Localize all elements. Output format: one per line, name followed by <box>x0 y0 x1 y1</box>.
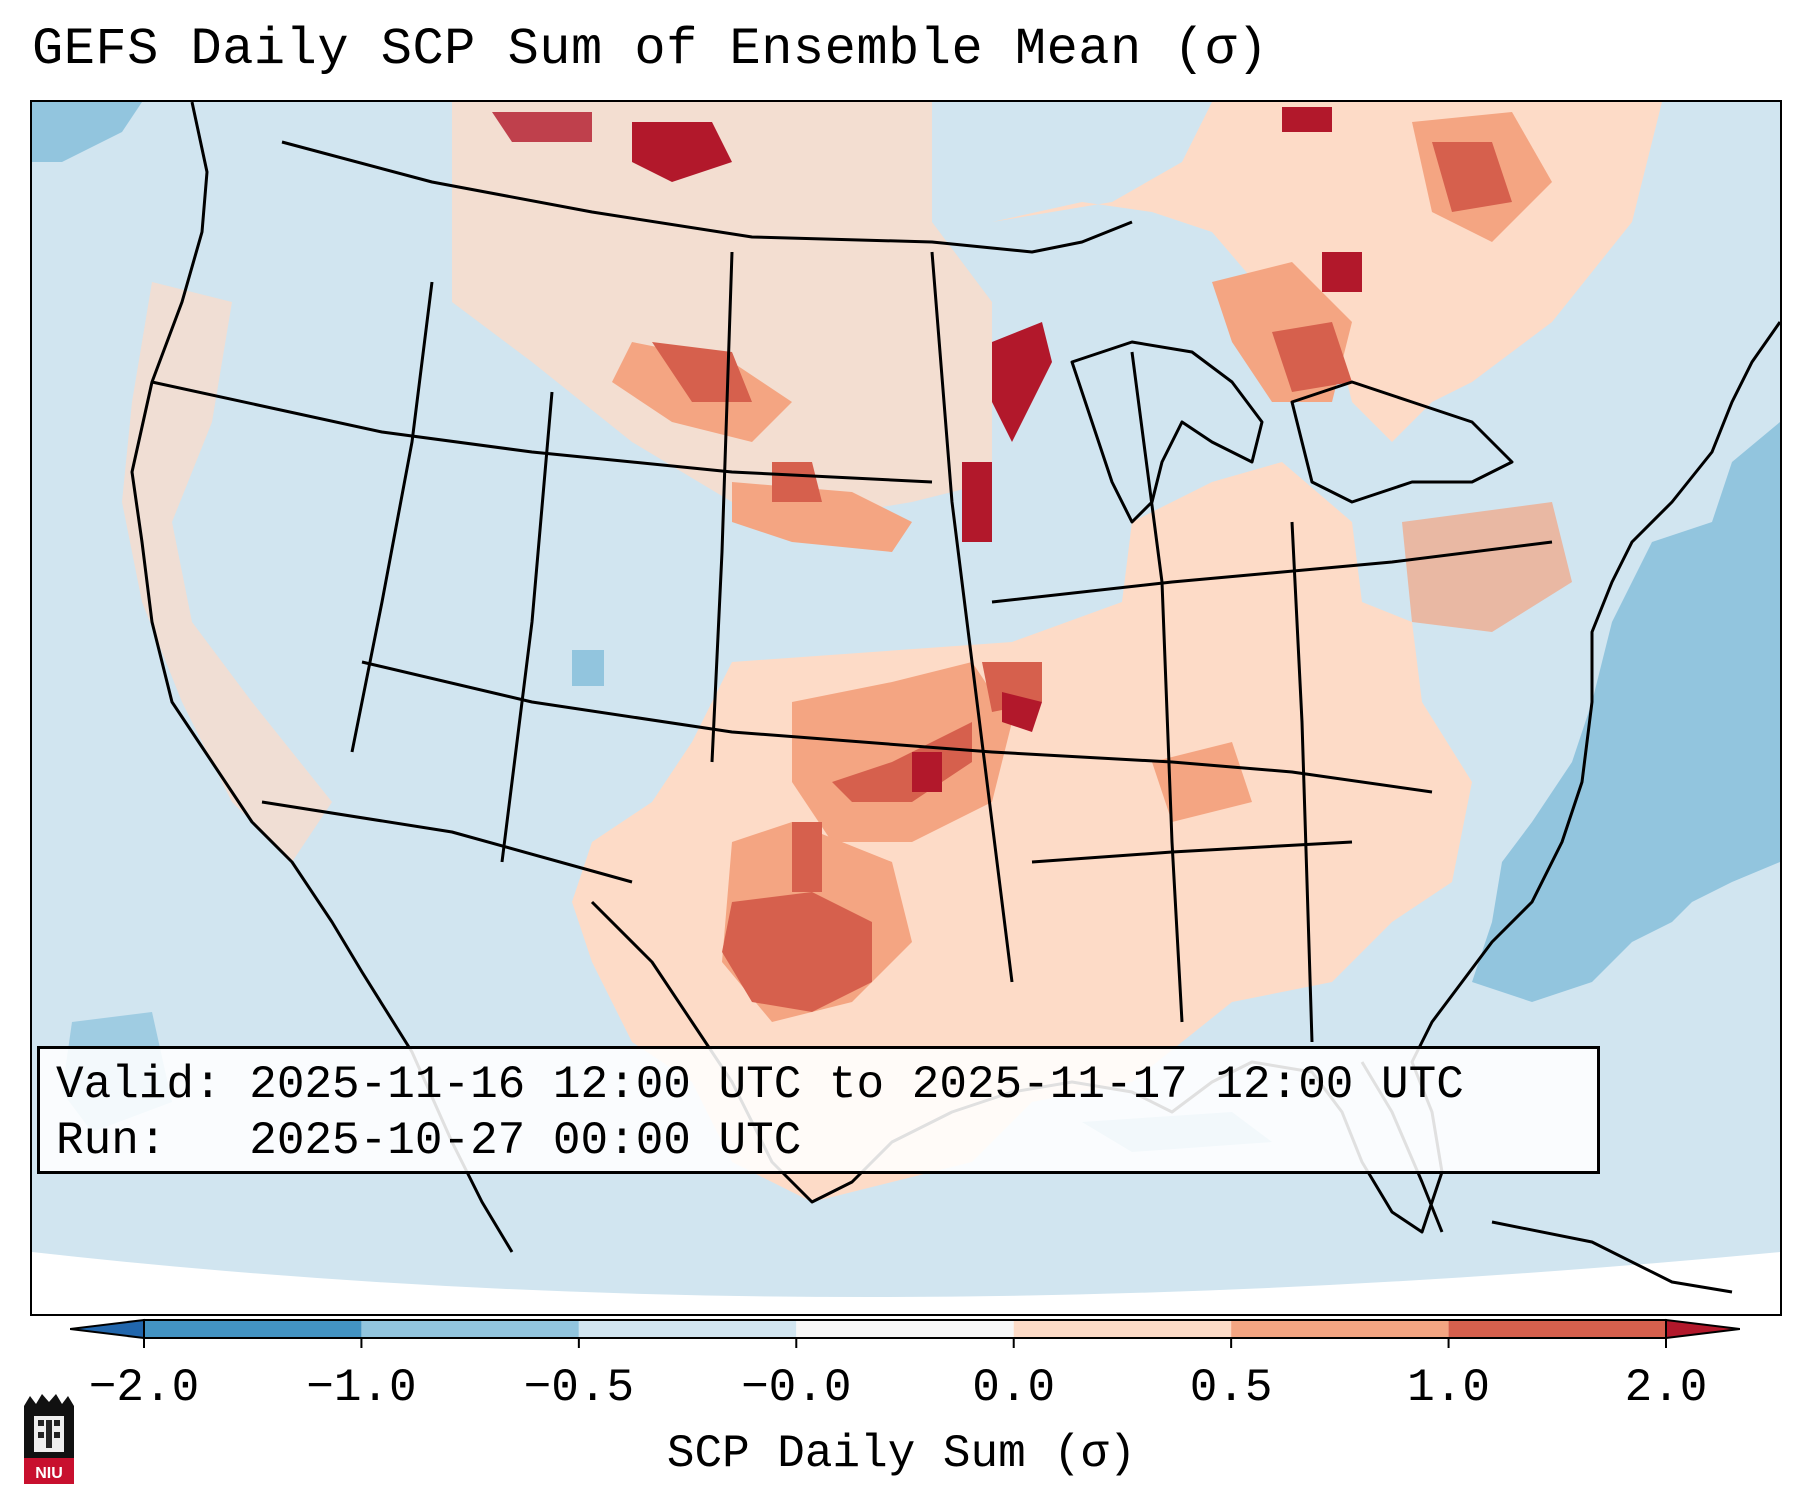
missouri-extreme-positive <box>1002 692 1042 732</box>
colorbar-bin <box>796 1320 1014 1338</box>
iowa-ohio-border <box>991 540 1553 604</box>
texas-panhandle-strong-positive <box>722 892 872 1012</box>
midwest-border <box>1130 351 1184 1023</box>
plains-border-east <box>930 251 1014 983</box>
colorbar-tick-label: 1.0 <box>1407 1362 1490 1414</box>
west-coast-light-positive <box>122 282 332 862</box>
colorbar-tick-label: 0.5 <box>1189 1362 1273 1414</box>
bc-extreme-positive <box>492 112 592 142</box>
pennsylvania-medium-positive <box>1402 502 1572 632</box>
colorbar-tick-label: −0.5 <box>523 1362 635 1414</box>
colorbar-label: SCP Daily Sum (σ) <box>666 1428 1137 1480</box>
colorbar-tick-label: −1.0 <box>306 1362 417 1414</box>
northern-border-line <box>151 380 933 484</box>
colorbar-bin <box>1448 1320 1666 1338</box>
map-title: GEFS Daily SCP Sum of Ensemble Mean (σ) <box>32 20 1269 79</box>
colorado-negative-cell <box>572 650 604 686</box>
atlantic-negative-region <box>1472 422 1780 1002</box>
colorbar-bin <box>1231 1320 1449 1338</box>
southwest-border <box>261 800 633 884</box>
colorbar-tick-labels: −2.0 −1.0 −0.5 −0.0 0.0 0.5 1.0 2.0 <box>0 1360 1803 1420</box>
logo-windows <box>38 1420 60 1448</box>
alberta-extreme-positive <box>632 122 732 182</box>
hudson-extreme-positive <box>1282 107 1332 132</box>
colorbar-tick-label: −2.0 <box>88 1362 200 1414</box>
pacific-nw-negative-region <box>32 102 142 162</box>
colorbar-tick-label: −0.0 <box>741 1362 852 1414</box>
great-lakes-outline <box>1070 340 1264 524</box>
colorbar-outline <box>143 1319 1667 1339</box>
utah-colorado-border <box>500 391 554 863</box>
gulf-states-border <box>1031 840 1353 864</box>
valid-time-text: Valid: 2025-11-16 12:00 UTC to 2025-11-1… <box>56 1059 1464 1111</box>
colorbar-bin <box>361 1320 579 1338</box>
ontario-extreme-positive <box>1322 252 1362 292</box>
valid-run-info-box: Valid: 2025-11-16 12:00 UTC to 2025-11-1… <box>37 1046 1600 1174</box>
caribbean-outline <box>1491 1220 1733 1294</box>
colorbar-tick-label: 2.0 <box>1624 1362 1708 1414</box>
sd-strong-cell <box>772 462 822 502</box>
oklahoma-strong-cell <box>792 822 822 892</box>
colorbar <box>70 1318 1740 1348</box>
niu-logo-icon: NIU <box>24 1394 74 1484</box>
kansas-extreme-positive <box>912 752 942 792</box>
quebec-strong-positive <box>1432 142 1512 212</box>
plains-border-west <box>710 251 734 763</box>
canada-us-border <box>281 140 1133 254</box>
colorbar-tick-label: 0.0 <box>972 1362 1056 1414</box>
gulf-atlantic-coastline <box>590 321 1780 1234</box>
run-time-text: Run: 2025-10-27 00:00 UTC <box>56 1115 802 1167</box>
minnesota-extreme-positive <box>992 322 1052 442</box>
projection-edge <box>32 1252 1780 1314</box>
central-light-positive <box>572 462 1472 1202</box>
ontario-strong-positive <box>1272 322 1352 392</box>
colorbar-extend-low <box>70 1318 145 1340</box>
colorbar-extend-high <box>1665 1318 1740 1340</box>
appalachian-border <box>1290 521 1314 1043</box>
colorbar-bin <box>144 1320 362 1338</box>
logo-text: NIU <box>35 1465 63 1482</box>
iowa-extreme-positive <box>962 462 992 542</box>
logo-red-band <box>24 1458 74 1484</box>
positive-anomaly-areas <box>122 102 1662 1202</box>
colorbar-bin <box>578 1320 797 1338</box>
northern-plains-light-positive <box>452 102 992 522</box>
mid-latitude-border <box>361 660 1433 794</box>
colorbar-bin <box>1013 1320 1232 1338</box>
lake-erie-ontario-outline <box>1290 380 1514 504</box>
idaho-nevada-border <box>350 281 434 753</box>
